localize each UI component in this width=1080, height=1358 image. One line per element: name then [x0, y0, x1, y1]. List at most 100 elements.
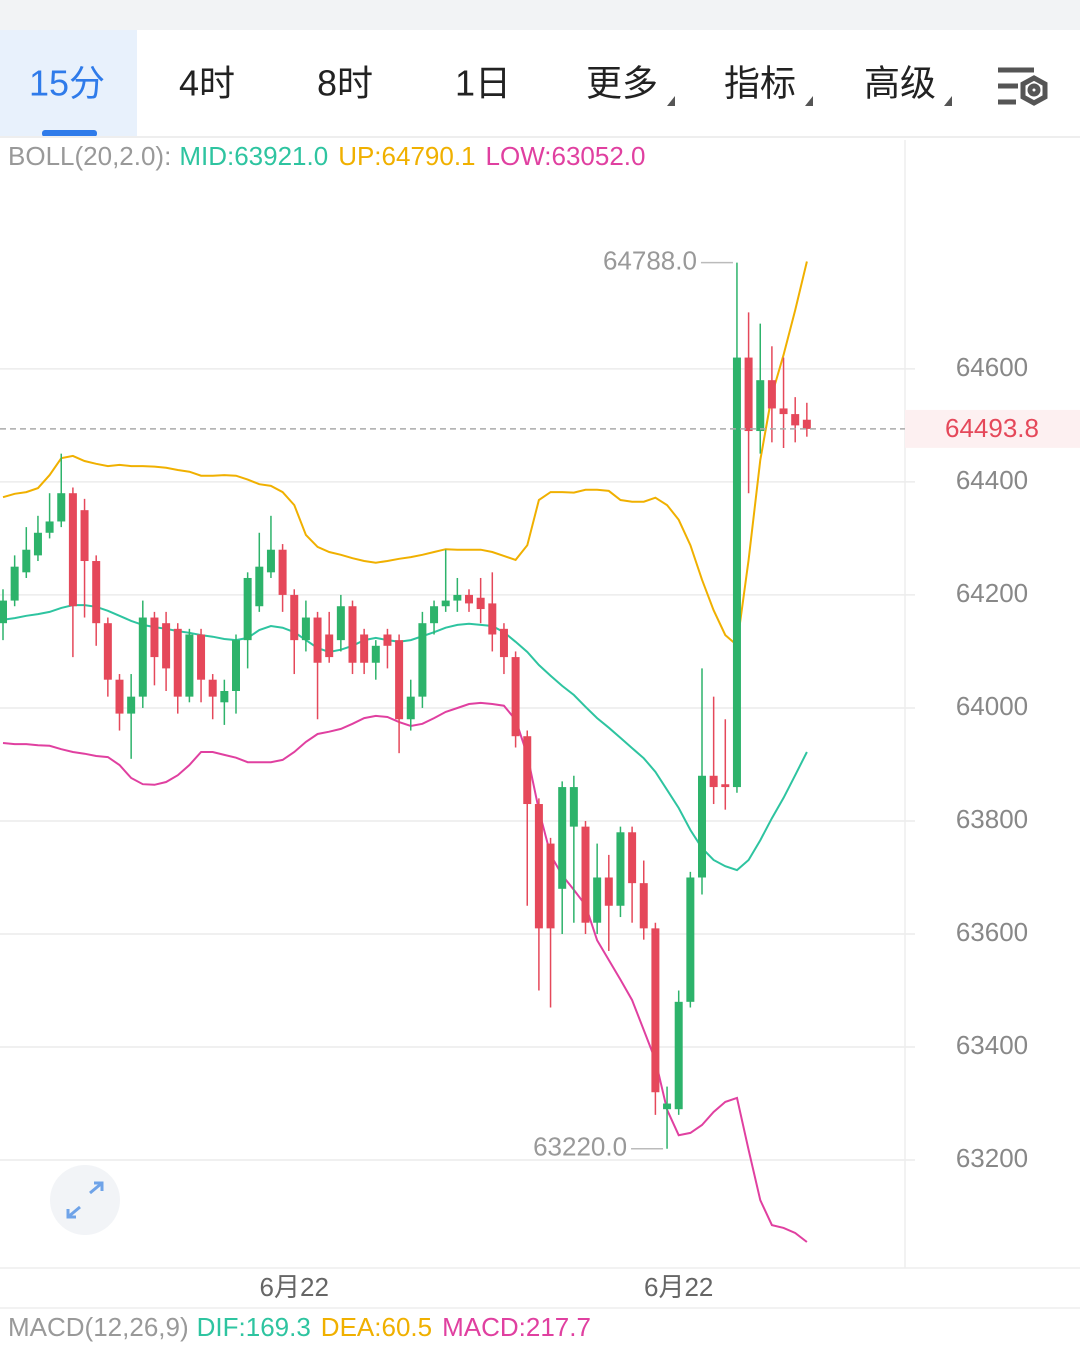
- candle-body: [756, 380, 765, 432]
- candle-body: [80, 510, 89, 562]
- candle-body: [197, 634, 206, 680]
- tab-selected-bg: [0, 30, 137, 137]
- candle-body: [208, 679, 217, 697]
- candle-body: [802, 419, 811, 429]
- band-line: [2, 604, 808, 872]
- band-line: [2, 701, 808, 1243]
- last-price-label: 64493.8: [945, 413, 1039, 443]
- candle-body: [441, 600, 450, 607]
- candle-body: [581, 826, 590, 923]
- candle-body: [523, 736, 532, 805]
- tab-bar: 15分 4时 8时 1日 更多 指标 高级: [29, 63, 936, 104]
- candle-body: [418, 623, 427, 697]
- candle-body: [45, 521, 54, 533]
- candle-body: [465, 594, 473, 604]
- candle-body: [22, 549, 31, 573]
- candle-body: [313, 617, 322, 663]
- candle-body: [604, 877, 613, 906]
- candle-body: [173, 628, 182, 697]
- candle-body: [499, 628, 508, 658]
- candle-body: [791, 414, 800, 426]
- candle-body: [68, 493, 77, 607]
- candle-body: [162, 623, 171, 669]
- candle-body: [558, 787, 567, 889]
- candle-body: [33, 532, 42, 556]
- candle-body: [290, 594, 299, 641]
- candle-body: [10, 566, 19, 601]
- tab[interactable]: 指标: [724, 63, 796, 104]
- dropdown-arrows: [667, 96, 952, 106]
- y-tick-label: 64000: [956, 691, 1028, 721]
- tab[interactable]: 8时: [317, 63, 373, 104]
- candle-body: [336, 606, 345, 641]
- candle-body: [325, 634, 334, 658]
- candle-body: [255, 566, 264, 607]
- candle-body: [616, 832, 625, 906]
- candle-body: [698, 775, 706, 878]
- candle-body: [767, 380, 776, 409]
- tab[interactable]: 15分: [29, 63, 105, 104]
- candle-body: [651, 928, 660, 1093]
- plot: 63200 63400 63600 63800 64000 64200 64400 64600…: [0, 246, 1080, 1302]
- candle-body: [278, 549, 287, 595]
- band-line: [2, 261, 808, 648]
- candle-body: [488, 603, 497, 635]
- tab[interactable]: 更多: [586, 63, 658, 104]
- candle-body: [779, 408, 788, 415]
- candle-body: [232, 640, 240, 692]
- boll-legend: BOLL(20,2.0): MID:63921.0 UP:64790.1 LOW:63…: [8, 141, 645, 171]
- candle-body: [92, 561, 101, 624]
- candle-body: [150, 617, 159, 658]
- y-tick-label: 63200: [956, 1143, 1028, 1173]
- candle-body: [301, 617, 310, 641]
- candle-body: [266, 549, 275, 573]
- candle-body: [406, 696, 415, 720]
- candle-body: [744, 357, 753, 432]
- annotation-label: 64788.0: [603, 246, 697, 276]
- macd-legend: MACD(12,26,9) DIF:169.3 DEA:60.5 MACD:217.7: [8, 1312, 591, 1342]
- y-tick-label: 63400: [956, 1030, 1028, 1060]
- tab[interactable]: 4时: [179, 63, 235, 104]
- y-tick-label: 63800: [956, 804, 1028, 834]
- candle-body: [243, 577, 252, 641]
- candle-body: [546, 843, 555, 929]
- tab-indicator: [42, 130, 97, 137]
- legend-item: MACD:217.7: [442, 1312, 591, 1342]
- candle-body: [395, 640, 404, 720]
- candle-body: [709, 775, 718, 788]
- y-tick-label: 64200: [956, 578, 1028, 608]
- candle-body: [360, 634, 369, 663]
- candle-body: [371, 645, 380, 663]
- candle-body: [185, 634, 194, 697]
- candle-body: [686, 877, 695, 1002]
- tab[interactable]: 高级: [864, 63, 936, 104]
- y-tick-label: 63600: [956, 917, 1028, 947]
- candle-body: [348, 606, 357, 663]
- settings-icon[interactable]: [998, 67, 1048, 106]
- legend-item: DIF:169.3: [197, 1312, 311, 1342]
- candle-body: [383, 634, 392, 646]
- candle-body: [534, 804, 543, 929]
- candle-body: [476, 597, 485, 610]
- candle-body: [663, 1103, 672, 1110]
- legend-item: LOW:63052.0: [486, 141, 646, 171]
- candle-body: [430, 606, 439, 624]
- last-price-box: [905, 409, 1080, 448]
- legend-item: DEA:60.5: [321, 1312, 432, 1342]
- legend-title: BOLL(20,2.0):: [8, 141, 171, 171]
- status-bar: [0, 0, 1080, 30]
- x-tick-label: 6月22: [260, 1272, 329, 1302]
- candle-body: [220, 691, 229, 703]
- expand-button[interactable]: [50, 1165, 120, 1235]
- candle-body: [569, 787, 578, 827]
- tab[interactable]: 1日: [455, 63, 511, 104]
- x-tick-label: 6月22: [644, 1272, 713, 1302]
- candle-body: [593, 877, 602, 923]
- candle-body: [628, 832, 637, 884]
- candle-body: [639, 883, 648, 929]
- candle-body: [127, 696, 136, 714]
- legend-item: UP:64790.1: [338, 141, 475, 171]
- y-tick-label: 64600: [956, 352, 1028, 382]
